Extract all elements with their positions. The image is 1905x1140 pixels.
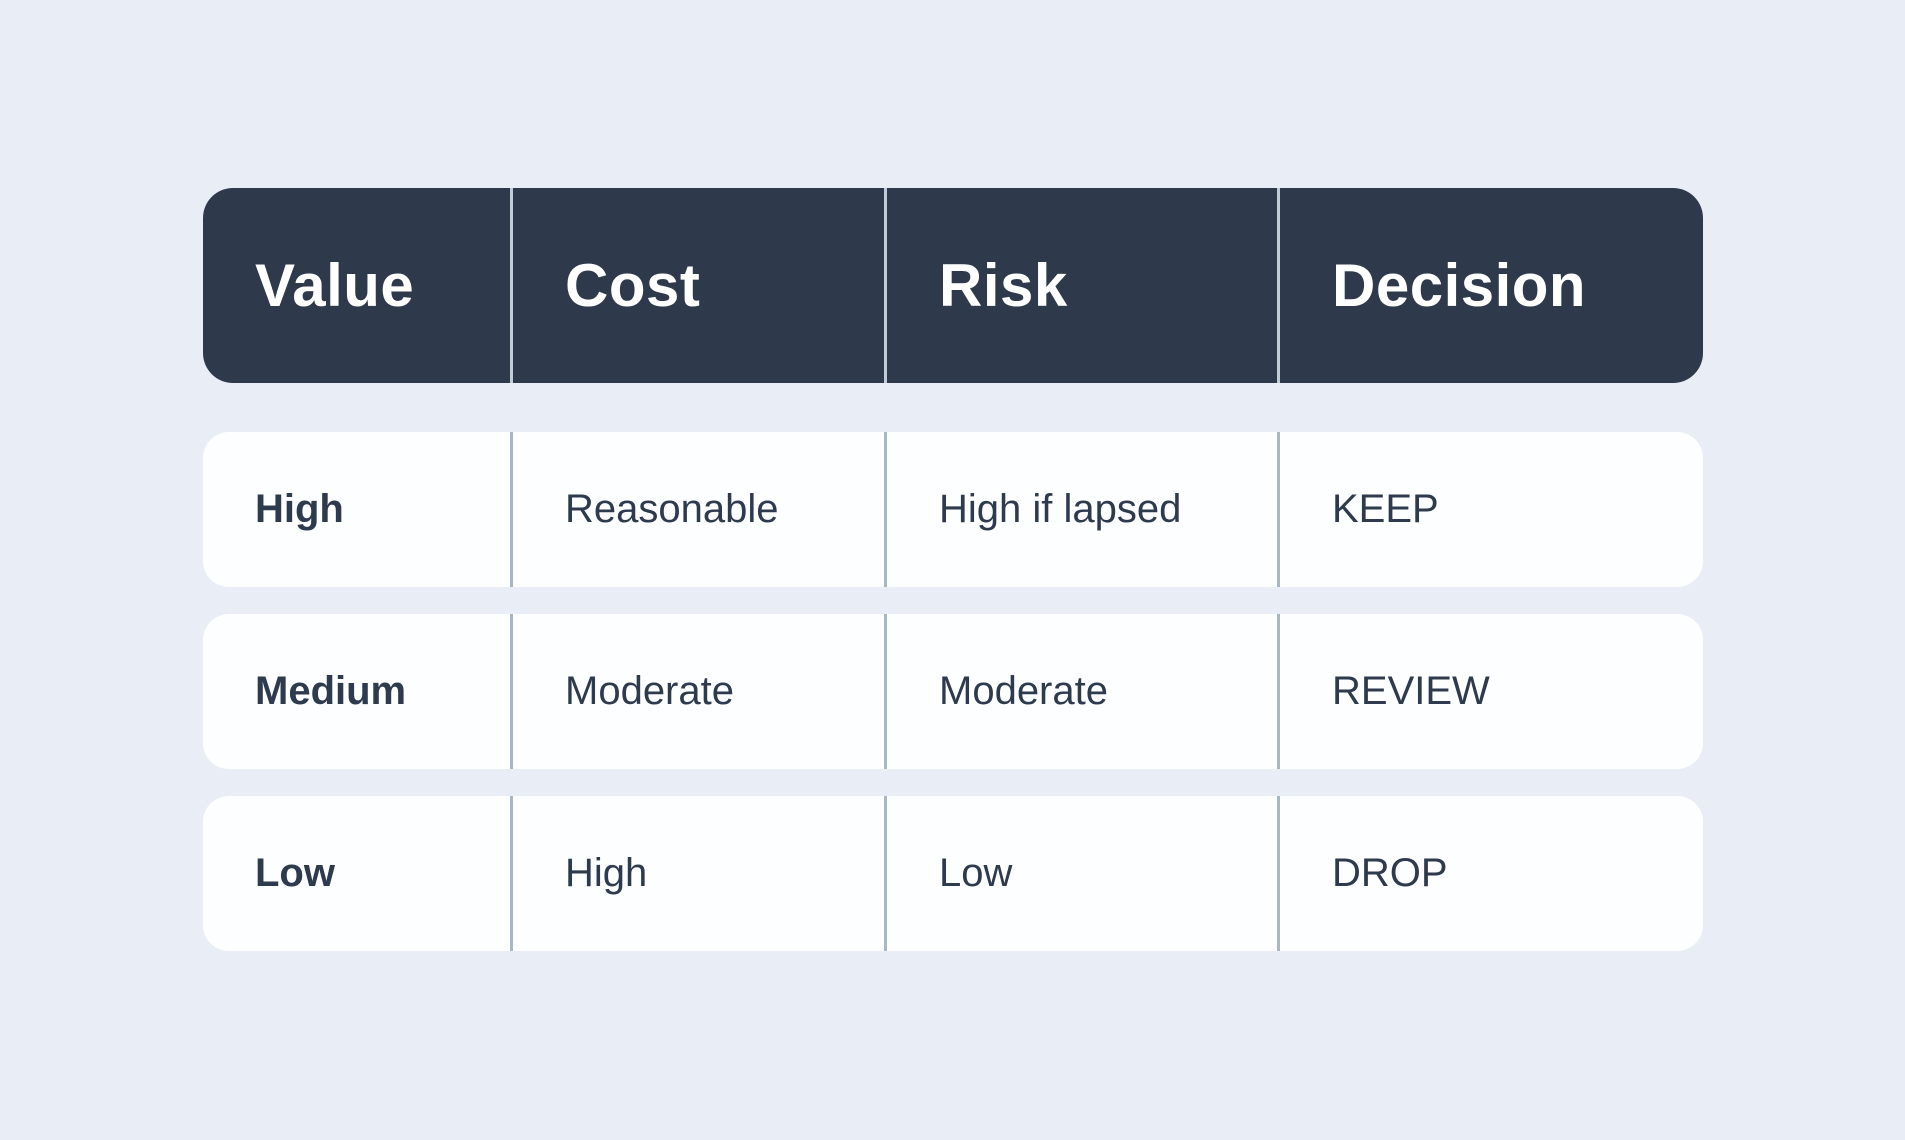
header-cell-value: Value <box>203 188 513 383</box>
cell-decision: KEEP <box>1332 487 1439 531</box>
header-cell-cost: Cost <box>513 188 887 383</box>
header-cell-risk: Risk <box>887 188 1280 383</box>
cell-value: High <box>203 432 513 587</box>
cell-value: Medium <box>203 614 513 769</box>
header-cell-decision: Decision <box>1332 252 1587 319</box>
table-header-row: Value Cost Risk Decision <box>203 188 1703 383</box>
cell-decision: DROP <box>1332 851 1448 895</box>
table-row: Medium Moderate Moderate REVIEW <box>203 614 1703 769</box>
cell-risk: Moderate <box>887 614 1280 769</box>
table-row: High Reasonable High if lapsed KEEP <box>203 432 1703 587</box>
cell-risk: High if lapsed <box>887 432 1280 587</box>
decision-table: Value Cost Risk Decision High Reasonable… <box>203 188 1703 951</box>
table-row: Low High Low DROP <box>203 796 1703 951</box>
cell-decision: REVIEW <box>1332 669 1490 713</box>
cell-risk: Low <box>887 796 1280 951</box>
cell-cost: High <box>513 796 887 951</box>
cell-value: Low <box>203 796 513 951</box>
cell-cost: Moderate <box>513 614 887 769</box>
cell-cost: Reasonable <box>513 432 887 587</box>
